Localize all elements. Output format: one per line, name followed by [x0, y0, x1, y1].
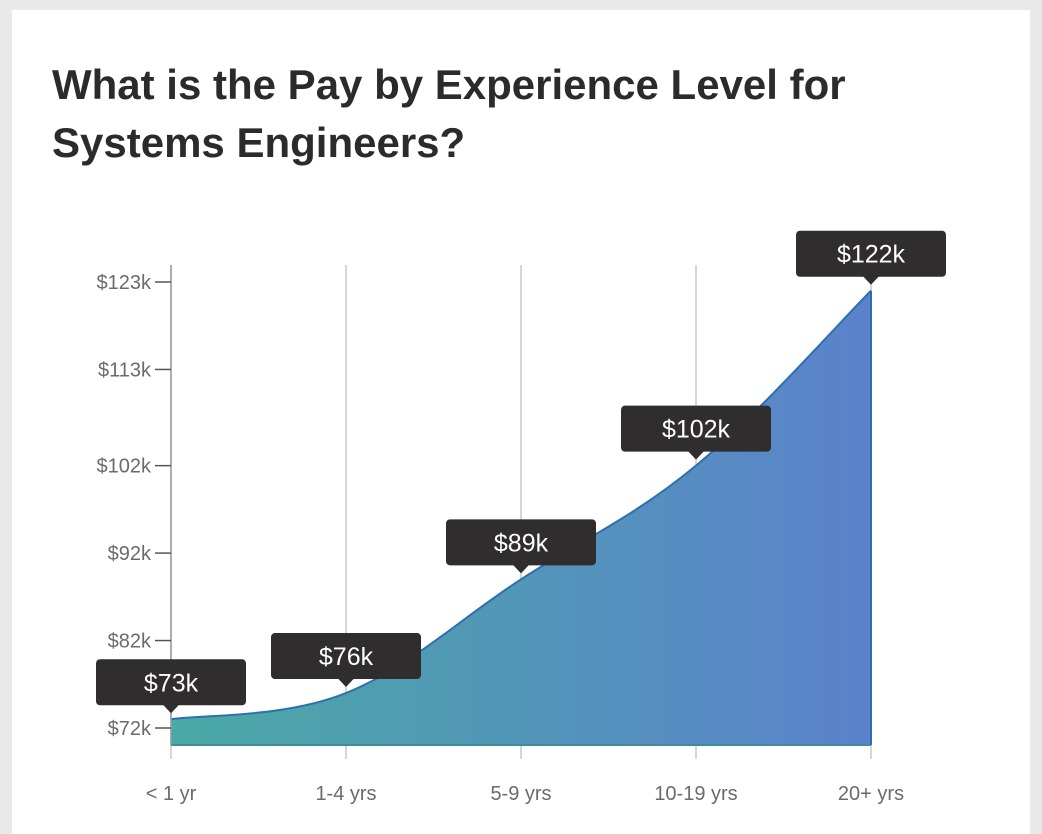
chart-title: What is the Pay by Experience Level for … [52, 61, 846, 166]
y-tick-label-5: $123k [97, 272, 152, 294]
area-fill [171, 290, 871, 745]
x-tick-label-0: < 1 yr [146, 783, 197, 805]
data-label-pointer-3 [688, 451, 704, 460]
y-tick-label-2: $92k [108, 543, 152, 565]
area-series [170, 290, 872, 746]
data-labels: $73k $76k $89k $102k $122k [96, 230, 946, 714]
x-tick-label-4: 20+ yrs [838, 783, 904, 805]
data-label-text-1: $76k [319, 643, 374, 671]
data-label-pointer-1 [338, 678, 354, 688]
y-tick-label-1: $82k [108, 631, 152, 653]
data-label-box-0 [96, 659, 246, 706]
data-label-box-2 [446, 519, 596, 566]
data-label-pointer-4 [863, 276, 879, 285]
data-label-text-3: $102k [662, 416, 731, 444]
data-label-text-0: $73k [144, 669, 199, 697]
data-label-2: $89k [446, 519, 596, 574]
x-tick-label-1: 1-4 yrs [315, 783, 376, 805]
series-line [170, 290, 872, 721]
data-label-4: $122k [796, 230, 946, 285]
data-label-text-4: $122k [837, 241, 906, 269]
x-tick-label-2: 5-9 yrs [490, 783, 551, 805]
x-tick-label-3: 10-19 yrs [654, 783, 737, 805]
data-label-box-4 [796, 230, 946, 277]
y-tick-label-4: $113k [98, 359, 152, 381]
data-label-pointer-0 [163, 704, 179, 714]
axes: $72k $82k $92k $102k $113k $123k < 1 yr 1-4 yrs… [97, 265, 904, 805]
data-label-pointer-2 [513, 564, 529, 574]
data-label-text-2: $89k [494, 529, 549, 557]
y-tick-label-0: $72k [108, 718, 152, 740]
data-label-box-3 [621, 405, 771, 452]
data-label-0: $73k [96, 659, 246, 714]
data-label-box-1 [271, 633, 421, 680]
data-label-3: $102k [621, 405, 771, 460]
y-tick-label-3: $102k [97, 456, 152, 478]
data-label-1: $76k [271, 633, 421, 688]
